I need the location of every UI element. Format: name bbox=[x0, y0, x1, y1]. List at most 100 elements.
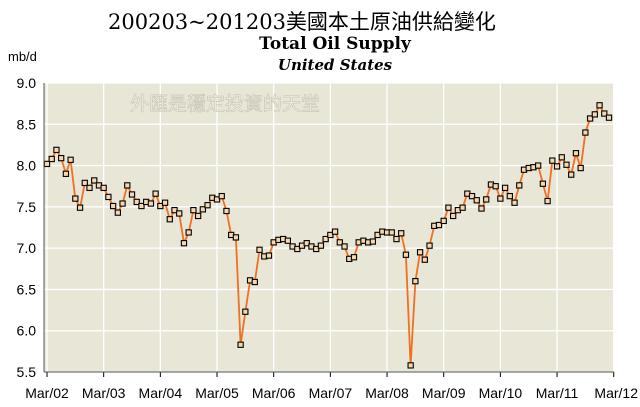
data-point bbox=[440, 217, 447, 225]
x-tick-label: Mar/09 bbox=[422, 385, 466, 401]
x-tick-label: Mar/02 bbox=[25, 385, 69, 401]
data-point bbox=[166, 216, 173, 223]
data-point bbox=[119, 200, 126, 207]
data-point bbox=[478, 205, 485, 212]
data-point bbox=[591, 111, 598, 118]
data-point bbox=[544, 197, 551, 205]
y-tick-label: 9.0 bbox=[17, 75, 37, 91]
data-point bbox=[190, 207, 197, 214]
data-point bbox=[218, 192, 225, 200]
data-point bbox=[407, 362, 414, 369]
data-point bbox=[501, 184, 509, 192]
x-tick-label: Mar/07 bbox=[309, 385, 353, 401]
data-point bbox=[539, 180, 547, 187]
x-tick-label: Mar/12 bbox=[594, 385, 638, 401]
data-point bbox=[473, 197, 480, 204]
grid bbox=[44, 82, 615, 373]
data-point bbox=[492, 183, 499, 190]
data-point bbox=[582, 129, 589, 136]
data-point bbox=[535, 162, 542, 169]
data-point bbox=[388, 229, 395, 236]
data-point bbox=[147, 200, 155, 207]
data-point bbox=[128, 191, 136, 198]
data-point bbox=[563, 161, 570, 168]
data-point bbox=[374, 231, 381, 239]
data-point bbox=[412, 278, 419, 285]
data-point bbox=[138, 202, 145, 210]
data-point bbox=[596, 102, 603, 109]
data-point bbox=[185, 229, 192, 236]
data-point bbox=[81, 179, 88, 187]
data-point bbox=[369, 238, 377, 245]
data-point bbox=[336, 239, 343, 246]
y-unit-label: mb/d bbox=[8, 49, 37, 64]
y-tick-label: 6.5 bbox=[17, 281, 37, 297]
data-point bbox=[294, 245, 301, 253]
plot-area bbox=[44, 83, 614, 372]
data-point bbox=[86, 184, 93, 192]
data-point bbox=[124, 182, 131, 189]
data-point bbox=[62, 170, 70, 177]
data-point bbox=[109, 202, 117, 210]
data-point bbox=[317, 242, 325, 249]
data-point bbox=[48, 155, 55, 163]
data-point bbox=[152, 190, 159, 197]
data-point bbox=[586, 115, 594, 122]
data-point bbox=[242, 308, 249, 315]
chart-subtitle: United States bbox=[278, 56, 393, 74]
data-point bbox=[568, 171, 575, 178]
data-point bbox=[350, 254, 358, 261]
data-point bbox=[251, 278, 258, 286]
data-point bbox=[506, 192, 513, 200]
data-point bbox=[223, 207, 230, 215]
x-tick-label: Mar/06 bbox=[252, 385, 296, 401]
data-point bbox=[483, 196, 490, 203]
data-point bbox=[284, 237, 292, 244]
data-point bbox=[558, 154, 565, 161]
y-tick-label: 6.0 bbox=[17, 323, 37, 339]
data-point bbox=[416, 249, 424, 256]
x-tick-label: Mar/04 bbox=[139, 385, 183, 401]
data-point bbox=[322, 235, 329, 243]
data-point bbox=[53, 146, 60, 154]
data-point bbox=[67, 156, 74, 163]
x-tick-label: Mar/11 bbox=[536, 385, 579, 401]
data-point bbox=[199, 206, 206, 213]
data-point bbox=[72, 195, 79, 202]
data-point bbox=[194, 212, 202, 220]
data-point bbox=[445, 204, 452, 211]
data-point bbox=[91, 177, 98, 184]
data-point bbox=[341, 243, 348, 250]
y-tick-label: 5.5 bbox=[17, 364, 37, 380]
x-tick-label: Mar/03 bbox=[82, 385, 126, 401]
data-point bbox=[100, 184, 107, 192]
data-point bbox=[435, 221, 443, 229]
data-point bbox=[303, 240, 310, 247]
data-point bbox=[105, 193, 112, 201]
data-point bbox=[398, 230, 405, 237]
axes: 9.0 8.5 8.0 7.5 7.0 6.5 6.0 5.5 Mar/02 Mar/03 Mar/… bbox=[17, 75, 639, 401]
data-point bbox=[313, 245, 320, 253]
data-point bbox=[459, 204, 466, 211]
data-point bbox=[516, 182, 523, 189]
data-point bbox=[426, 242, 433, 249]
data-point bbox=[180, 240, 188, 247]
data-point bbox=[157, 202, 164, 210]
data-point bbox=[393, 235, 400, 243]
data-point bbox=[497, 195, 504, 202]
data-point bbox=[511, 199, 518, 206]
data-point bbox=[553, 163, 561, 170]
data-point bbox=[450, 212, 457, 220]
x-tick-label: Mar/10 bbox=[479, 385, 523, 401]
data-point bbox=[331, 228, 339, 235]
x-tick-label: Mar/05 bbox=[195, 385, 239, 401]
data-point bbox=[605, 114, 613, 121]
y-tick-label: 8.5 bbox=[17, 116, 37, 132]
y-tick-label: 7.5 bbox=[17, 199, 37, 215]
data-point bbox=[256, 246, 263, 253]
chart-title: Total Oil Supply bbox=[259, 34, 412, 54]
data-point bbox=[265, 252, 273, 259]
data-point bbox=[577, 164, 584, 172]
x-tick-label: Mar/08 bbox=[365, 385, 409, 401]
